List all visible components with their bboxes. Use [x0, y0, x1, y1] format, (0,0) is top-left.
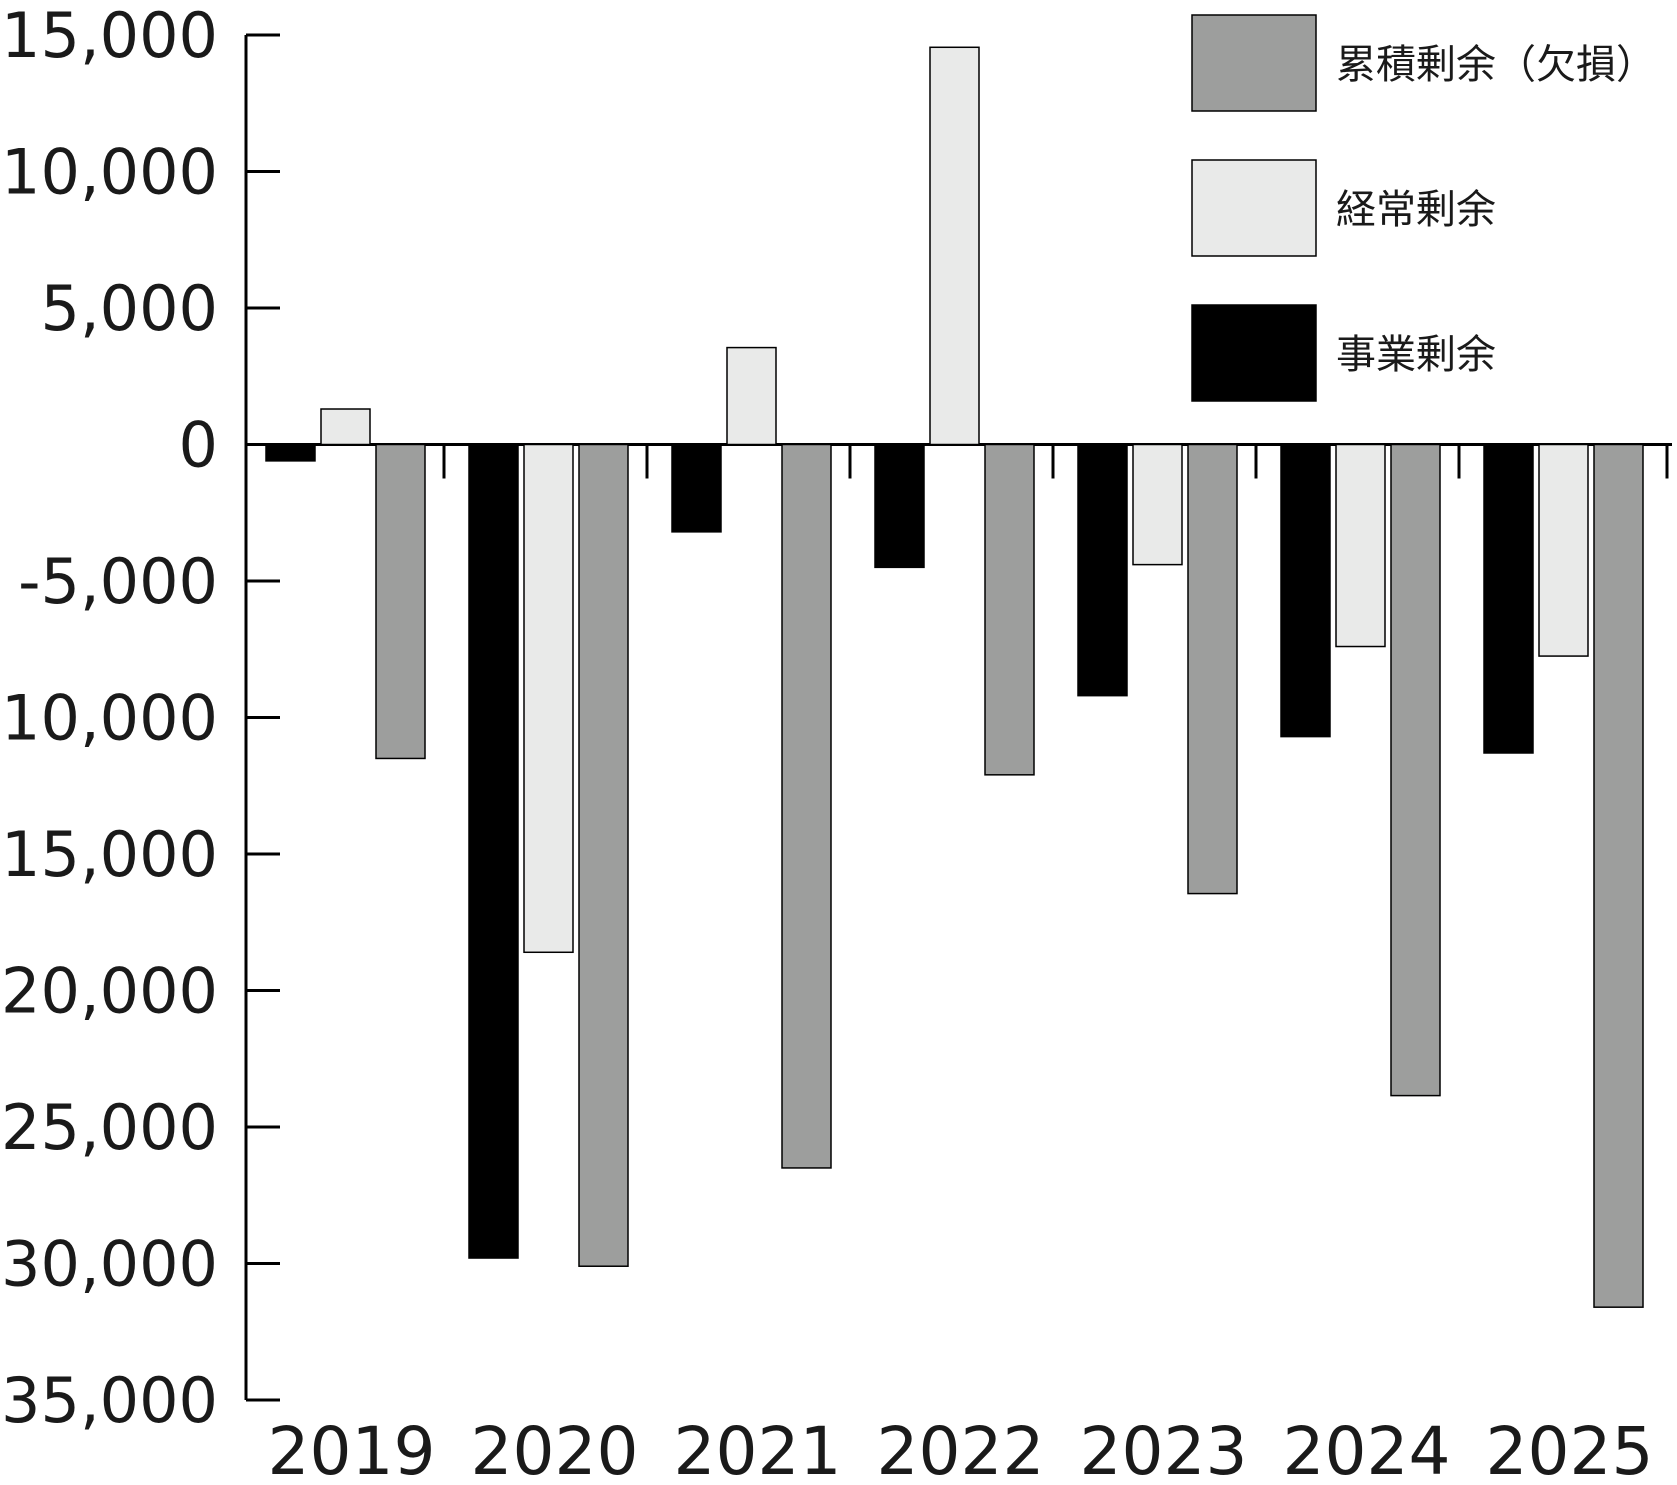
- y-tick-label: -25,000: [0, 1091, 218, 1164]
- bar-2025-series-2: [1593, 443, 1644, 1308]
- y-tick-label: -20,000: [0, 955, 218, 1028]
- bar-2023-series-0: [1077, 443, 1128, 697]
- y-tick-label: 0: [179, 409, 218, 482]
- bar-2022-series-0: [874, 443, 925, 569]
- bar-2022-series-1: [929, 46, 980, 446]
- y-tick-label: -5,000: [18, 545, 218, 618]
- bar-2020-series-2: [578, 443, 629, 1267]
- bar-2025-series-0: [1483, 443, 1534, 754]
- bar-2019-series-1: [320, 408, 371, 446]
- legend-label: 累積剰余（欠損）: [1336, 42, 1656, 88]
- y-tick-label: 10,000: [1, 136, 218, 209]
- x-tick-label: 2024: [1283, 1413, 1451, 1485]
- legend-label: 経常剰余: [1336, 187, 1496, 233]
- bar-2021-series-1: [726, 346, 777, 446]
- x-axis: 2019 2020 2021 2022 2023 2024 2025: [246, 443, 1672, 1485]
- x-tick-label: 2023: [1080, 1413, 1248, 1485]
- x-tick-label: 2022: [877, 1413, 1045, 1485]
- bar-2025-series-1: [1538, 443, 1589, 657]
- bar-2021-series-0: [671, 443, 722, 533]
- bar-2024-series-2: [1390, 443, 1441, 1097]
- bar-2023-series-2: [1187, 443, 1238, 895]
- y-axis: 15,000 10,000 5,000 0 -5,000 -10,000 -15,000 -2…: [0, 0, 280, 1437]
- bar-2020-series-1: [523, 443, 574, 954]
- bar-2019-series-2: [375, 443, 426, 760]
- legend-swatch: [1191, 304, 1317, 402]
- bars: [265, 46, 1644, 1308]
- bar-2024-series-1: [1335, 443, 1386, 648]
- x-tick-label: 2020: [471, 1413, 639, 1485]
- bar-2020-series-0: [468, 443, 519, 1259]
- legend-label: 事業剰余: [1336, 332, 1496, 378]
- x-tick-label: 2025: [1486, 1413, 1654, 1485]
- bar-2023-series-1: [1132, 443, 1183, 566]
- x-tick-label: 2019: [268, 1413, 436, 1485]
- legend-swatch: [1191, 14, 1317, 112]
- y-tick-label: -15,000: [0, 818, 218, 891]
- y-tick-label: -10,000: [0, 682, 218, 755]
- bar-2019-series-0: [265, 443, 316, 462]
- bar-2021-series-2: [781, 443, 832, 1169]
- y-tick-label: -35,000: [0, 1364, 218, 1437]
- bar-2022-series-2: [984, 443, 1035, 776]
- bar-2024-series-0: [1280, 443, 1331, 738]
- y-tick-label: 5,000: [41, 272, 219, 345]
- y-tick-label: -30,000: [0, 1228, 218, 1301]
- legend-swatch: [1191, 159, 1317, 257]
- y-tick-label: 15,000: [1, 0, 218, 72]
- x-tick-label: 2021: [674, 1413, 842, 1485]
